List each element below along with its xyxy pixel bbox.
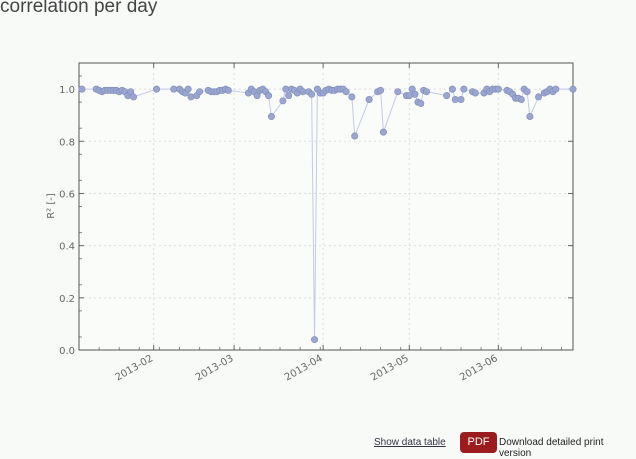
y-axis-label: R² [-]: [46, 193, 57, 219]
y-tick-label: 0.2: [59, 294, 75, 305]
data-point: [471, 89, 479, 97]
data-point: [379, 128, 387, 136]
data-point: [411, 90, 419, 98]
data-point: [443, 92, 451, 100]
data-point: [494, 85, 502, 93]
data-point: [285, 92, 293, 100]
x-tick-label: 2013-03: [194, 353, 236, 383]
data-point: [187, 93, 195, 101]
data-point: [184, 85, 192, 93]
data-point: [405, 92, 413, 100]
plot-border: [78, 62, 574, 351]
data-point: [517, 96, 525, 104]
pdf-download-text: Download detailed print version: [499, 437, 604, 459]
data-point: [552, 85, 560, 93]
data-point: [451, 96, 459, 104]
data-point: [127, 88, 135, 96]
data-point: [153, 85, 161, 93]
data-point: [130, 93, 138, 101]
y-tick-label: 1.0: [59, 85, 75, 96]
y-tick-label: 0.4: [59, 242, 75, 253]
data-point: [457, 96, 465, 104]
data-point: [394, 88, 402, 96]
data-point: [78, 85, 86, 93]
data-point: [308, 90, 316, 98]
data-point: [311, 336, 319, 344]
data-point: [267, 112, 275, 120]
data-point: [351, 132, 359, 140]
data-point: [299, 88, 307, 96]
data-point: [535, 93, 543, 101]
x-tick-label: 2013-04: [283, 353, 325, 383]
data-point: [265, 92, 273, 100]
show-data-table-link[interactable]: Show data table: [374, 437, 446, 448]
data-point: [377, 86, 385, 94]
y-tick-label: 0.0: [59, 346, 75, 357]
data-point: [423, 88, 431, 96]
data-point: [342, 88, 350, 96]
data-point: [523, 88, 531, 96]
data-point: [408, 85, 416, 93]
y-tick-label: 0.8: [59, 137, 75, 148]
data-point: [348, 93, 356, 101]
x-tick-label: 2013-05: [369, 353, 411, 383]
data-point: [526, 112, 534, 120]
data-point: [282, 85, 290, 93]
axes: [78, 62, 574, 351]
data-point: [170, 85, 178, 93]
data-point: [253, 92, 261, 100]
data-point: [224, 86, 232, 94]
pdf-button[interactable]: PDF: [460, 432, 497, 453]
data-point: [448, 85, 456, 93]
grid: [79, 63, 573, 351]
data-point: [569, 85, 577, 93]
x-tick-label: 2013-02: [113, 353, 155, 383]
data-point: [417, 99, 425, 107]
data-point: [279, 97, 287, 105]
chart-title: correlation per day: [0, 0, 158, 17]
plot-area: [79, 63, 573, 350]
data-point: [365, 96, 373, 104]
data-point: [196, 88, 204, 96]
series-line: [78, 85, 577, 344]
y-tick-label: 0.6: [59, 189, 75, 200]
x-tick-label: 2013-06: [458, 353, 500, 383]
data-point: [460, 85, 468, 93]
